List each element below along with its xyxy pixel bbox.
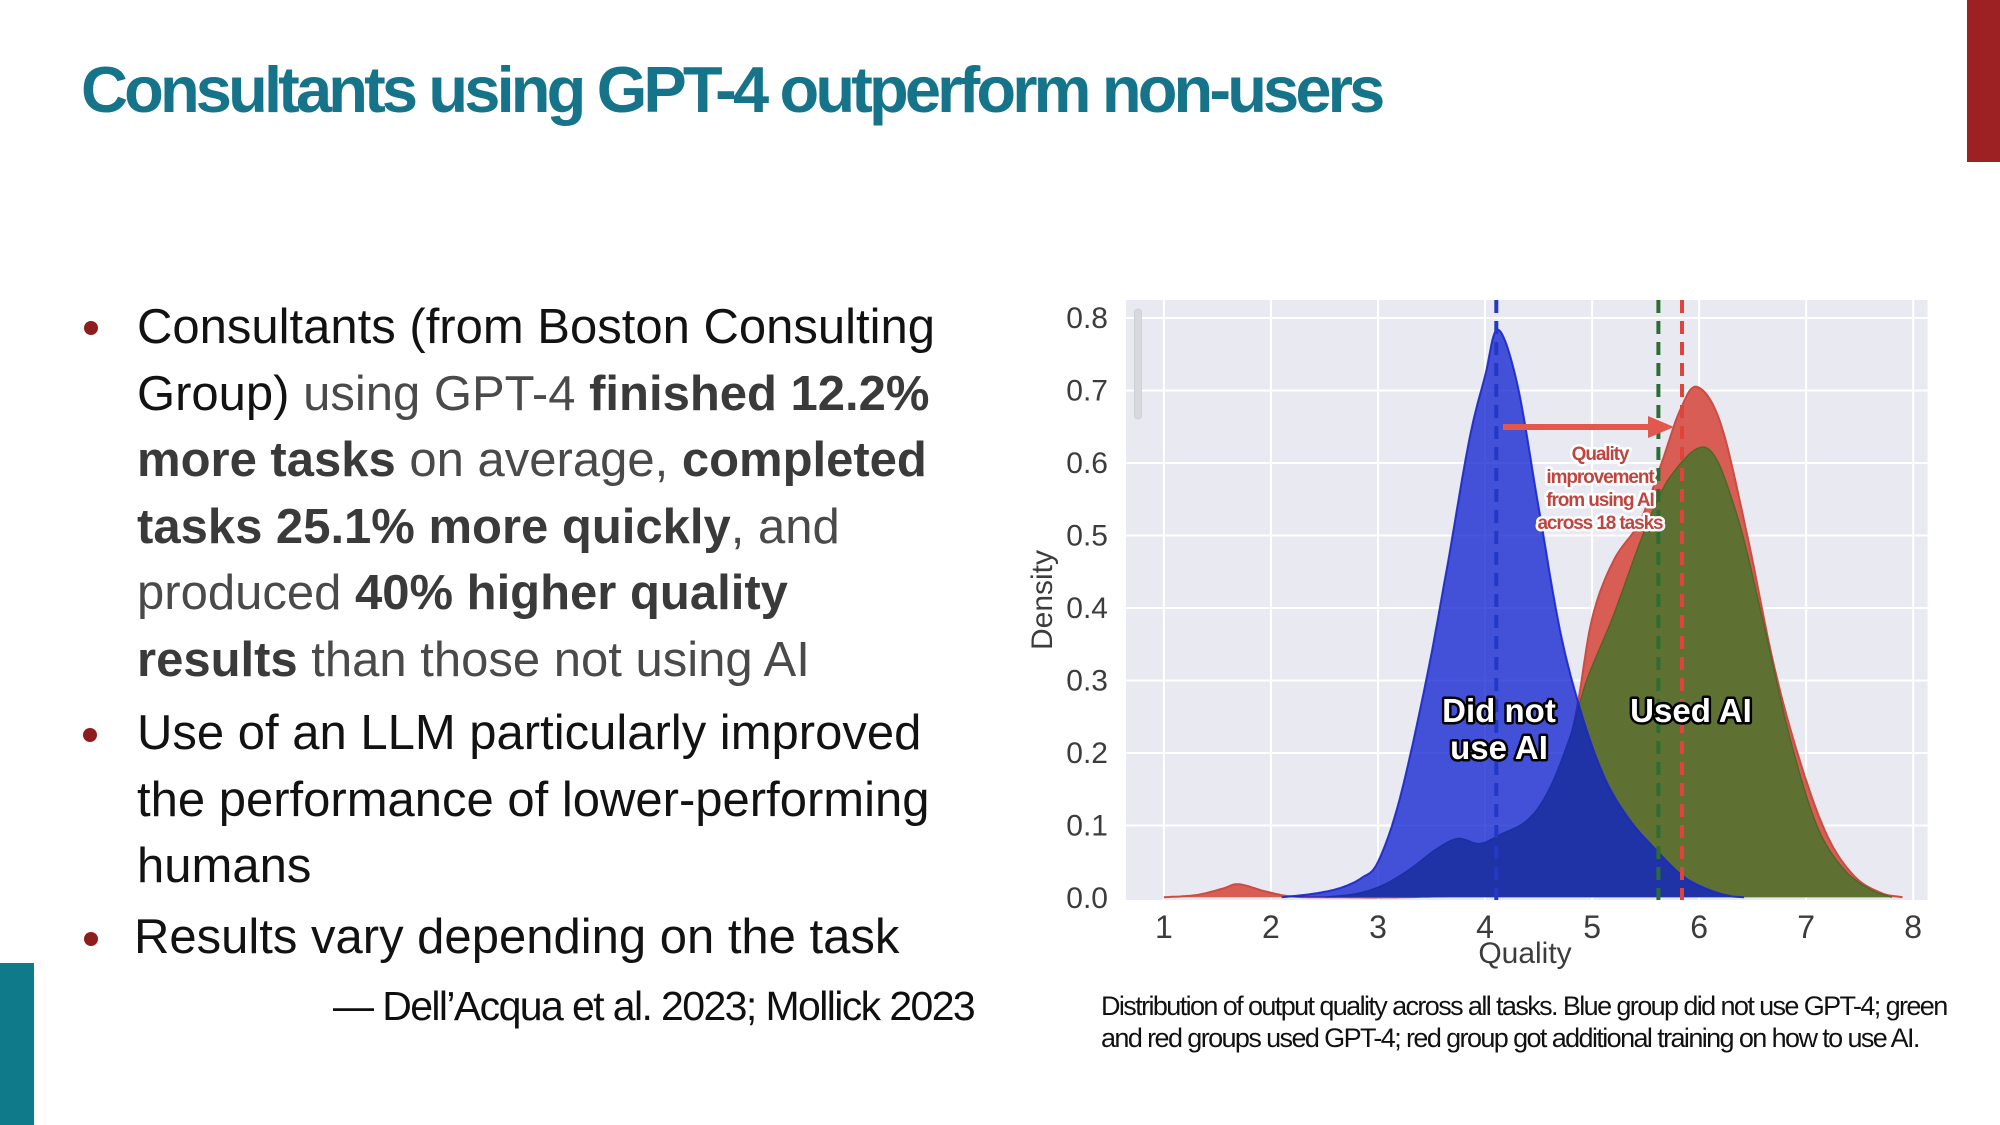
svg-text:5: 5 — [1583, 909, 1601, 945]
svg-text:6: 6 — [1690, 909, 1708, 945]
svg-text:Used AI: Used AI — [1630, 692, 1752, 729]
svg-text:Density: Density — [1026, 550, 1059, 650]
svg-text:from using AI: from using AI — [1546, 490, 1654, 511]
svg-text:Did not: Did not — [1442, 692, 1556, 729]
svg-text:0.1: 0.1 — [1066, 810, 1108, 843]
svg-text:0.8: 0.8 — [1066, 302, 1108, 335]
svg-text:Quality: Quality — [1478, 937, 1571, 970]
svg-text:8: 8 — [1904, 909, 1922, 945]
svg-text:1: 1 — [1155, 909, 1173, 945]
svg-text:use AI: use AI — [1450, 729, 1548, 766]
svg-text:Quality: Quality — [1572, 444, 1630, 465]
svg-text:0.4: 0.4 — [1066, 592, 1108, 625]
svg-text:2: 2 — [1262, 909, 1280, 945]
svg-text:0.6: 0.6 — [1066, 447, 1108, 480]
svg-text:0.7: 0.7 — [1066, 375, 1108, 408]
svg-text:across 18 tasks: across 18 tasks — [1537, 513, 1663, 534]
svg-text:7: 7 — [1797, 909, 1815, 945]
svg-text:0.5: 0.5 — [1066, 520, 1108, 553]
svg-text:improvement: improvement — [1546, 467, 1655, 488]
svg-text:3: 3 — [1369, 909, 1387, 945]
svg-text:4: 4 — [1476, 909, 1494, 945]
svg-text:0.2: 0.2 — [1066, 737, 1108, 770]
svg-text:0.3: 0.3 — [1066, 665, 1108, 698]
svg-text:0.0: 0.0 — [1066, 882, 1108, 915]
